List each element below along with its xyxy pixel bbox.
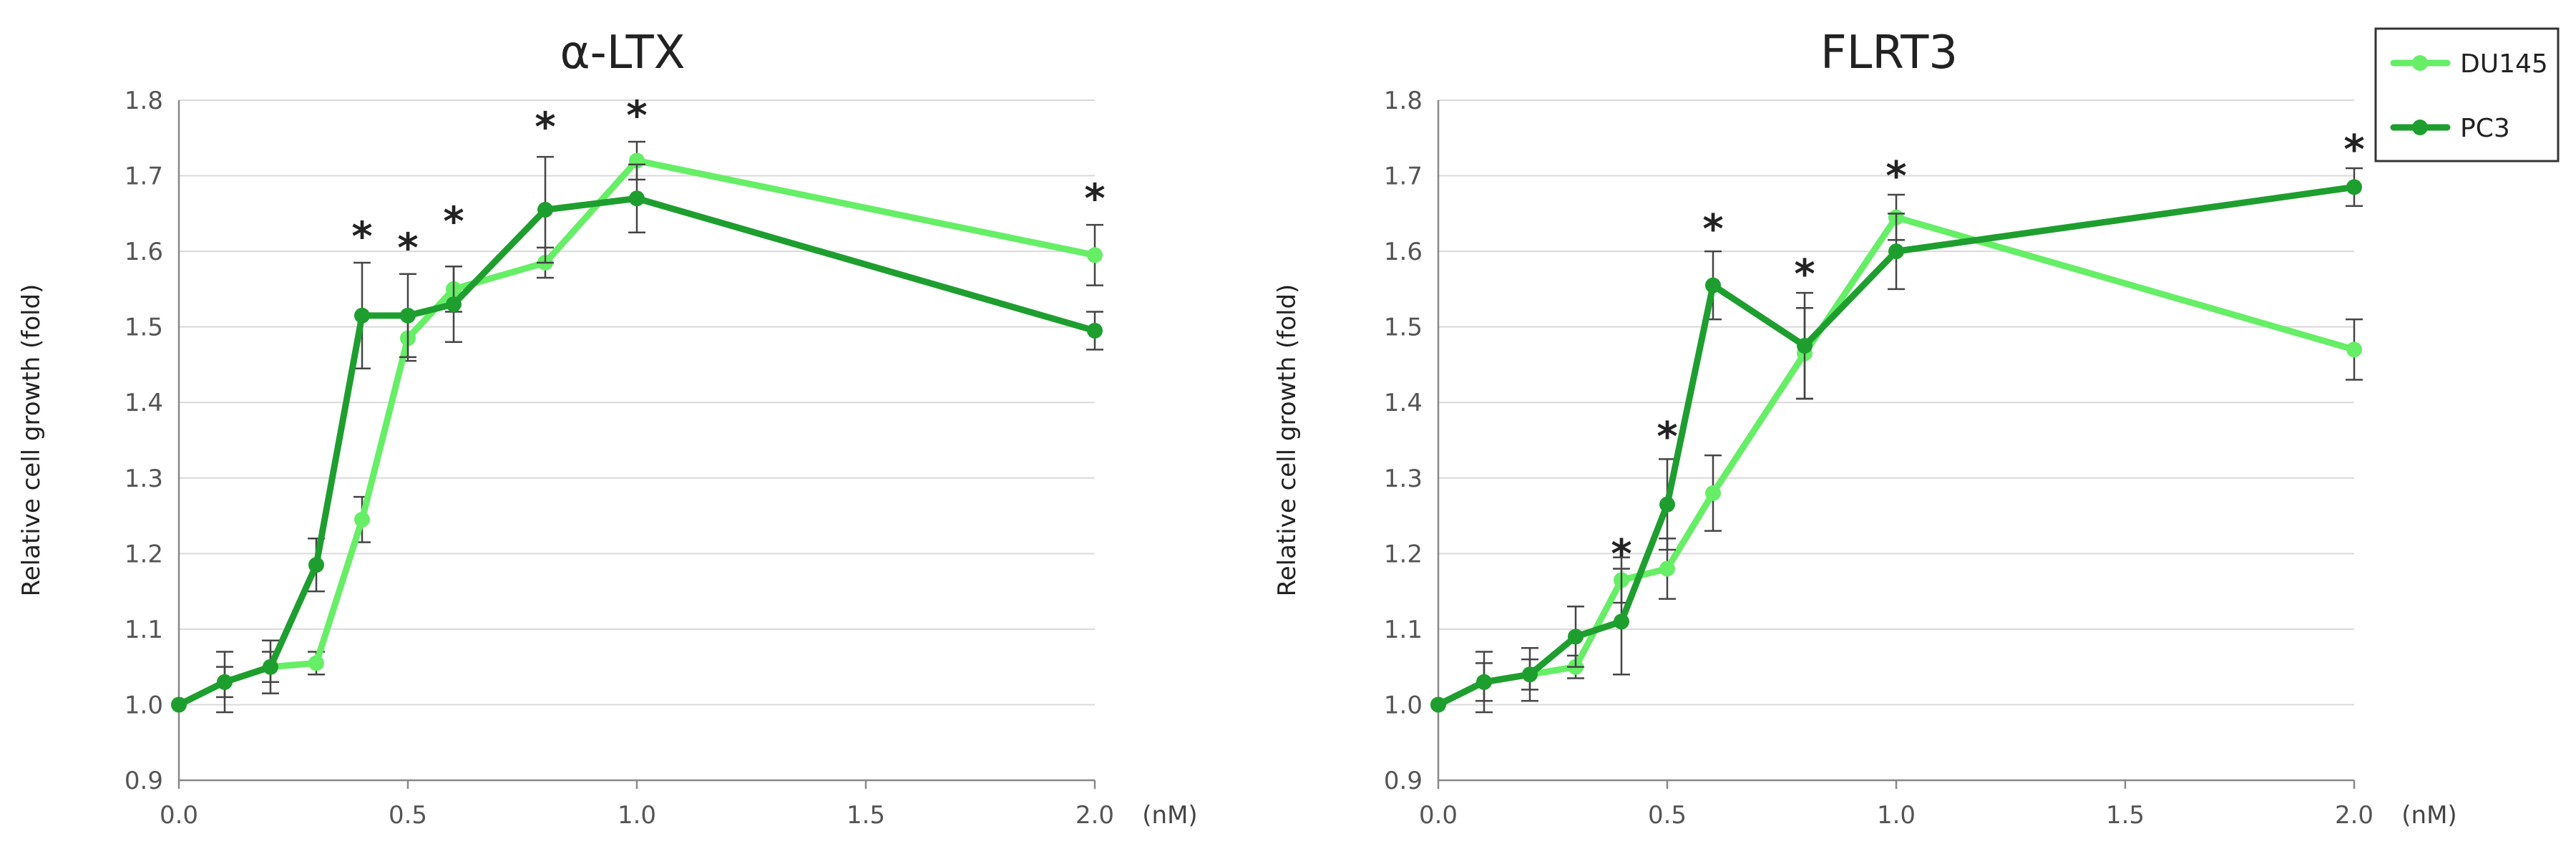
- data-point-pc3: [1568, 629, 1584, 645]
- y-tick-label: 1.4: [125, 389, 163, 417]
- data-point-du145: [1659, 560, 1675, 577]
- y-tick-label: 1.3: [125, 465, 163, 493]
- data-point-pc3: [1476, 674, 1492, 690]
- legend-label-pc3: PC3: [2460, 114, 2510, 143]
- y-tick-label: 1.5: [1384, 314, 1423, 342]
- x-tick-label: 1.0: [618, 801, 656, 830]
- legend: DU145 PC3: [2374, 27, 2560, 162]
- x-tick-label: 0.0: [1419, 801, 1458, 830]
- series-line-pc3: [175, 195, 1098, 708]
- chart-alpha-ltx: α-LTX 0.9 1.0 1.1 1.2 1.3 1.4 1.5 1.6 1.7 1.8 0.0 0.…: [17, 26, 1198, 830]
- data-point-pc3: [537, 202, 553, 218]
- data-point-pc3: [2346, 179, 2362, 195]
- significance-star: *: [1885, 153, 1906, 200]
- significance-star: *: [1611, 531, 1631, 578]
- data-point-du145: [2346, 341, 2362, 358]
- x-tick-label: 1.0: [1877, 801, 1916, 830]
- y-tick-label: 1.5: [125, 314, 163, 342]
- data-point-pc3: [1659, 496, 1675, 513]
- legend-box: [2374, 27, 2560, 162]
- chart-flrt3: FLRT3 0.9 1.0 1.1 1.2 1.3 1.4 1.5 1.6 1.7 1.8 0.0 0.…: [1273, 26, 2457, 830]
- data-point-pc3: [1797, 338, 1813, 354]
- data-point-pc3: [354, 307, 370, 324]
- data-point-pc3: [308, 557, 324, 573]
- y-tick-label: 1.2: [125, 540, 163, 568]
- x-tick-label: 0.5: [389, 801, 427, 830]
- data-point-pc3: [1430, 697, 1446, 713]
- y-tick-label: 1.0: [1384, 691, 1423, 719]
- data-point-pc3: [446, 296, 462, 312]
- data-point-pc3: [1614, 613, 1629, 630]
- chart-title: FLRT3: [1820, 26, 1958, 79]
- x-tick-label: 2.0: [1075, 801, 1114, 830]
- x-tick-label: 0.0: [160, 801, 198, 830]
- significance-star: *: [2343, 127, 2364, 173]
- data-point-pc3: [1888, 243, 1904, 260]
- x-tick-label: 1.5: [847, 801, 885, 830]
- significance-star: *: [1794, 251, 1815, 298]
- legend-marker-du145: [2412, 55, 2428, 71]
- data-point-pc3: [1087, 322, 1103, 339]
- significance-star: *: [1702, 206, 1723, 253]
- data-point-pc3: [263, 659, 278, 675]
- data-point-pc3: [171, 697, 187, 713]
- y-tick-label: 1.3: [1384, 465, 1423, 493]
- data-point-pc3: [1705, 277, 1721, 293]
- chart-title: α-LTX: [560, 26, 685, 79]
- x-tick-label: 0.5: [1648, 801, 1687, 830]
- y-tick-label: 1.1: [1384, 616, 1423, 644]
- y-tick-label: 1.6: [125, 238, 163, 266]
- data-point-pc3: [1522, 666, 1538, 683]
- x-axis-unit: (nM): [2401, 801, 2457, 830]
- y-tick-label: 1.2: [1384, 540, 1423, 568]
- significance-star: *: [1657, 414, 1677, 460]
- significance-star: *: [535, 104, 555, 150]
- y-axis-label: Relative cell growth (fold): [17, 284, 46, 597]
- series-line-du145: [175, 157, 1098, 708]
- y-axis-label: Relative cell growth (fold): [1273, 284, 1302, 597]
- series-line-pc3: [1435, 183, 2358, 708]
- data-point-pc3: [400, 307, 416, 324]
- y-tick-label: 1.8: [1384, 87, 1423, 115]
- data-point-du145: [1087, 247, 1103, 263]
- y-tick-label: 1.8: [125, 87, 163, 115]
- data-point-pc3: [217, 674, 233, 690]
- x-tick-label: 2.0: [2335, 801, 2373, 830]
- x-axis-unit: (nM): [1142, 801, 1197, 830]
- data-point-du145: [308, 655, 324, 671]
- y-tick-label: 1.7: [1384, 162, 1423, 191]
- significance-star: *: [397, 225, 418, 271]
- data-point-du145: [1705, 485, 1721, 501]
- y-tick-label: 0.9: [125, 767, 163, 795]
- data-point-pc3: [629, 190, 645, 207]
- significance-star: *: [443, 198, 464, 245]
- data-point-du145: [354, 511, 370, 528]
- y-tick-label: 1.1: [125, 616, 163, 644]
- legend-label-du145: DU145: [2460, 49, 2548, 79]
- y-tick-label: 1.6: [1384, 238, 1423, 266]
- significance-star: *: [1084, 176, 1105, 223]
- y-tick-label: 1.0: [125, 691, 163, 719]
- legend-marker-pc3: [2412, 120, 2428, 135]
- x-tick-label: 1.5: [2106, 801, 2145, 830]
- y-tick-label: 1.4: [1384, 389, 1423, 417]
- y-tick-label: 0.9: [1384, 767, 1423, 795]
- significance-star: *: [351, 213, 372, 260]
- y-tick-label: 1.7: [125, 162, 163, 191]
- significance-star: *: [626, 93, 647, 140]
